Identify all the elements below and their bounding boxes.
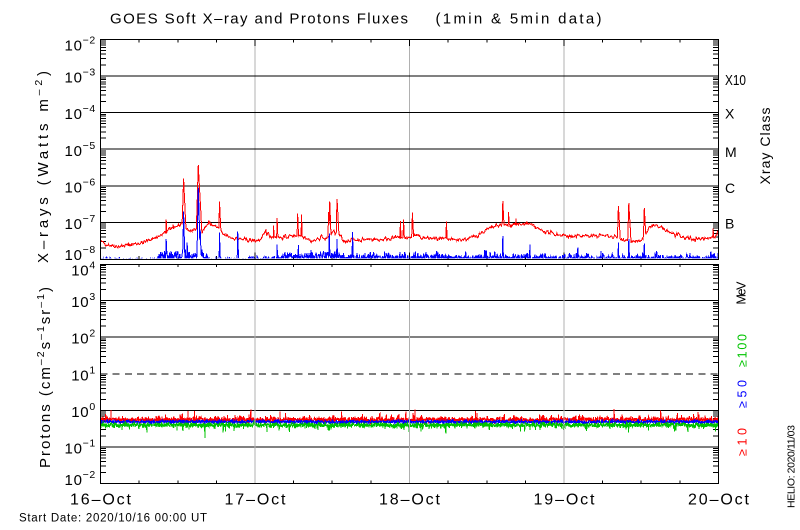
svg-text:Xray Class: Xray Class <box>757 108 773 185</box>
svg-text:10−7: 10−7 <box>65 213 96 233</box>
svg-text:10−4: 10−4 <box>65 103 96 123</box>
svg-text:10−5: 10−5 <box>65 140 96 160</box>
svg-text:MeV: MeV <box>735 281 749 305</box>
svg-text:≥10: ≥10 <box>736 428 750 456</box>
svg-text:10−1: 10−1 <box>65 438 96 458</box>
svg-text:100: 100 <box>71 401 96 421</box>
svg-text:M: M <box>725 144 737 160</box>
svg-text:X: X <box>725 106 735 122</box>
svg-text:B: B <box>725 215 734 231</box>
svg-text:10−2: 10−2 <box>65 469 96 489</box>
svg-text:104: 104 <box>71 259 96 279</box>
svg-text:X10: X10 <box>725 72 746 89</box>
svg-text:101: 101 <box>71 364 96 384</box>
svg-text:103: 103 <box>71 291 96 311</box>
svg-text:GOES Soft X–ray and Protons Fl: GOES Soft X–ray and Protons Fluxes <box>110 11 408 28</box>
svg-text:Start Date: 2020/10/16 00:00 U: Start Date: 2020/10/16 00:00 UT <box>19 513 207 525</box>
svg-text:102: 102 <box>71 328 96 348</box>
svg-text:Protons (cm–2s–1sr–1): Protons (cm–2s–1sr–1) <box>35 287 54 468</box>
svg-text:C: C <box>725 180 735 196</box>
svg-text:≥100: ≥100 <box>736 334 750 367</box>
svg-text:10−3: 10−3 <box>65 67 96 87</box>
svg-text:10−2: 10−2 <box>65 34 96 54</box>
svg-text:≥50: ≥50 <box>736 380 750 408</box>
svg-text:10−6: 10−6 <box>65 176 96 196</box>
svg-text:X–rays (Watts m–2): X–rays (Watts m–2) <box>33 71 52 263</box>
svg-text:10−8: 10−8 <box>65 244 96 264</box>
svg-text:HELIO: 2020/11/03: HELIO: 2020/11/03 <box>786 425 798 508</box>
